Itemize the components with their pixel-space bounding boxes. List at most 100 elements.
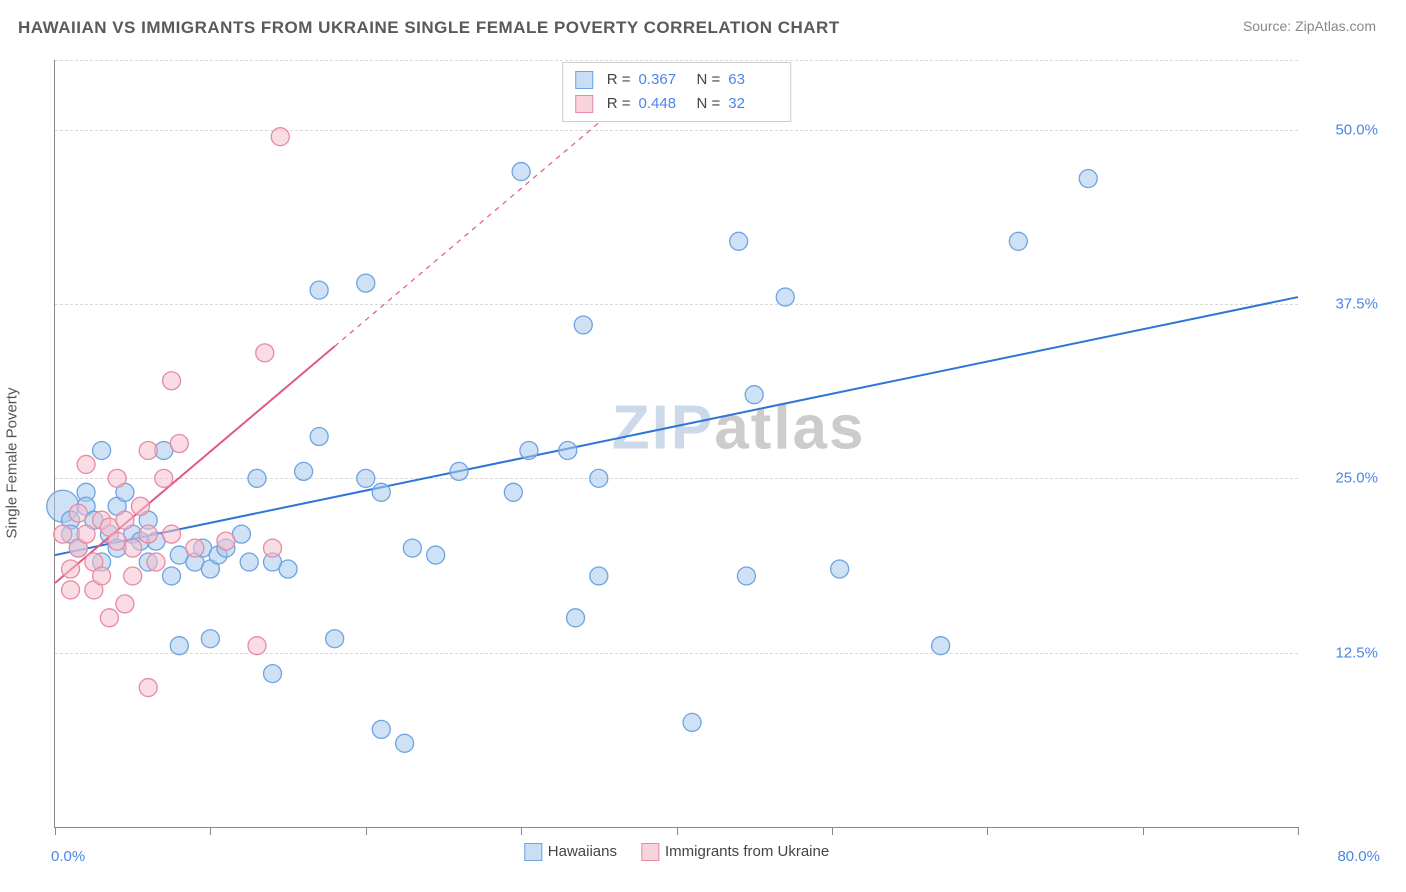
data-point bbox=[163, 525, 181, 543]
x-axis-max-label: 80.0% bbox=[1337, 848, 1380, 865]
data-point bbox=[450, 462, 468, 480]
x-tick bbox=[521, 827, 522, 835]
data-point bbox=[139, 441, 157, 459]
data-point bbox=[256, 344, 274, 362]
data-point bbox=[504, 483, 522, 501]
data-point bbox=[520, 441, 538, 459]
data-point bbox=[77, 525, 95, 543]
data-point bbox=[403, 539, 421, 557]
scatter-svg bbox=[55, 60, 1298, 827]
y-tick-label: 50.0% bbox=[1308, 121, 1378, 138]
data-point bbox=[590, 567, 608, 585]
data-point bbox=[357, 274, 375, 292]
y-tick-label: 25.0% bbox=[1308, 470, 1378, 487]
x-tick bbox=[55, 827, 56, 835]
x-axis-min-label: 0.0% bbox=[51, 848, 85, 865]
data-point bbox=[116, 511, 134, 529]
data-point bbox=[396, 734, 414, 752]
data-point bbox=[271, 128, 289, 146]
plot-area: ZIPatlas R =0.367N =63R =0.448N =32 0.0%… bbox=[54, 60, 1298, 828]
data-point bbox=[124, 567, 142, 585]
data-point bbox=[116, 595, 134, 613]
x-tick bbox=[210, 827, 211, 835]
data-point bbox=[186, 539, 204, 557]
x-tick bbox=[1143, 827, 1144, 835]
data-point bbox=[427, 546, 445, 564]
series-legend: Hawaiians Immigrants from Ukraine bbox=[524, 843, 829, 861]
stat-n-value: 32 bbox=[728, 92, 778, 116]
stat-n-value: 63 bbox=[728, 68, 778, 92]
legend-swatch bbox=[524, 843, 542, 861]
data-point bbox=[163, 567, 181, 585]
y-tick-label: 37.5% bbox=[1308, 296, 1378, 313]
data-point bbox=[1079, 170, 1097, 188]
data-point bbox=[163, 372, 181, 390]
stat-n-label: N = bbox=[697, 92, 721, 116]
data-point bbox=[567, 609, 585, 627]
data-point bbox=[310, 281, 328, 299]
legend-item: Hawaiians bbox=[524, 843, 617, 861]
x-tick bbox=[987, 827, 988, 835]
legend-swatch bbox=[575, 71, 593, 89]
chart-title: HAWAIIAN VS IMMIGRANTS FROM UKRAINE SING… bbox=[18, 18, 840, 38]
stat-legend: R = 0.367 N = 63 R = 0.448 N = 32 bbox=[562, 62, 792, 122]
chart-container: Single Female Poverty ZIPatlas R =0.367N… bbox=[18, 52, 1388, 874]
data-point bbox=[683, 713, 701, 731]
stat-r-value: 0.367 bbox=[639, 68, 689, 92]
stat-legend-row: R = 0.367 N = 63 bbox=[575, 68, 779, 92]
stat-legend-row: R = 0.448 N = 32 bbox=[575, 92, 779, 116]
stat-r-value: 0.448 bbox=[639, 92, 689, 116]
data-point bbox=[248, 469, 266, 487]
stat-r-label: R = bbox=[607, 68, 631, 92]
data-point bbox=[170, 435, 188, 453]
legend-item: Immigrants from Ukraine bbox=[641, 843, 829, 861]
data-point bbox=[139, 525, 157, 543]
stat-n-label: N = bbox=[697, 68, 721, 92]
source-label: Source: ZipAtlas.com bbox=[1243, 18, 1376, 34]
data-point bbox=[326, 630, 344, 648]
data-point bbox=[372, 483, 390, 501]
data-point bbox=[240, 553, 258, 571]
data-point bbox=[217, 532, 235, 550]
data-point bbox=[124, 539, 142, 557]
data-point bbox=[93, 441, 111, 459]
data-point bbox=[730, 232, 748, 250]
data-point bbox=[574, 316, 592, 334]
data-point bbox=[147, 553, 165, 571]
data-point bbox=[77, 455, 95, 473]
data-point bbox=[170, 637, 188, 655]
stat-r-label: R = bbox=[607, 92, 631, 116]
data-point bbox=[737, 567, 755, 585]
legend-label: Hawaiians bbox=[548, 843, 617, 860]
data-point bbox=[93, 567, 111, 585]
x-tick bbox=[366, 827, 367, 835]
x-tick bbox=[677, 827, 678, 835]
x-tick bbox=[832, 827, 833, 835]
data-point bbox=[590, 469, 608, 487]
legend-swatch bbox=[575, 95, 593, 113]
data-point bbox=[295, 462, 313, 480]
legend-label: Immigrants from Ukraine bbox=[665, 843, 829, 860]
data-point bbox=[831, 560, 849, 578]
data-point bbox=[62, 581, 80, 599]
data-point bbox=[108, 469, 126, 487]
legend-swatch bbox=[641, 843, 659, 861]
data-point bbox=[248, 637, 266, 655]
data-point bbox=[1009, 232, 1027, 250]
y-axis-label: Single Female Poverty bbox=[4, 388, 21, 539]
data-point bbox=[139, 679, 157, 697]
data-point bbox=[279, 560, 297, 578]
x-tick bbox=[1298, 827, 1299, 835]
data-point bbox=[131, 497, 149, 515]
trend-line-dashed bbox=[335, 123, 599, 347]
data-point bbox=[54, 525, 72, 543]
data-point bbox=[372, 720, 390, 738]
data-point bbox=[310, 428, 328, 446]
data-point bbox=[559, 441, 577, 459]
data-point bbox=[62, 560, 80, 578]
data-point bbox=[264, 539, 282, 557]
data-point bbox=[100, 609, 118, 627]
data-point bbox=[357, 469, 375, 487]
data-point bbox=[201, 630, 219, 648]
data-point bbox=[776, 288, 794, 306]
